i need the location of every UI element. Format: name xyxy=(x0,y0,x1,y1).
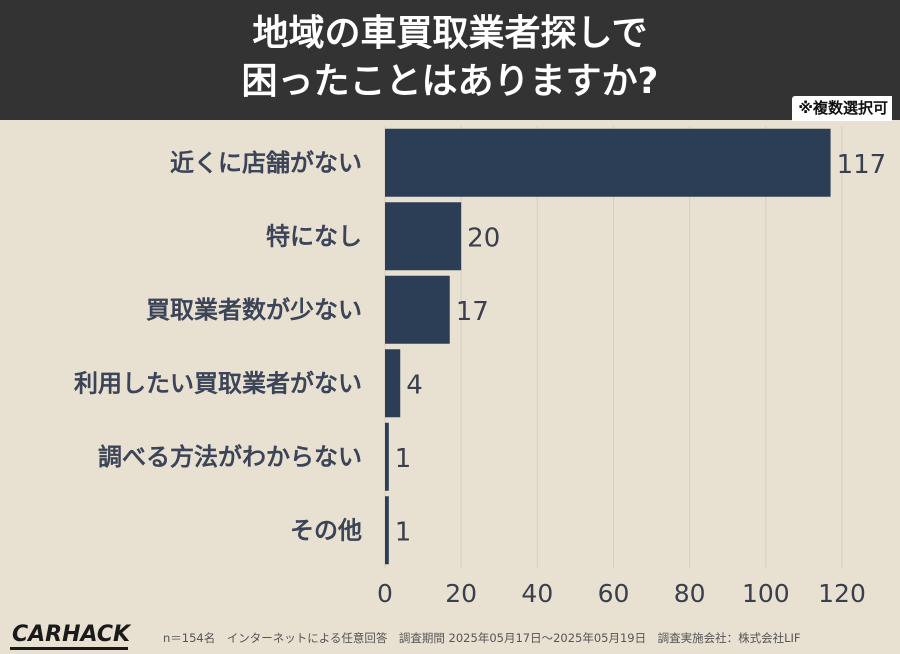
bar xyxy=(385,202,462,271)
x-tick-label: 60 xyxy=(598,579,630,608)
bar xyxy=(385,349,401,418)
bar xyxy=(385,275,450,344)
footer: CARHACK n＝154名 インターネットによる任意回答 調査期間 2025年… xyxy=(0,614,900,654)
header-band: 地域の車買取業者探しで 困ったことはありますか? ※複数選択可 xyxy=(0,0,900,121)
category-label: 利用したい買取業者がない xyxy=(74,369,362,397)
multiple-choice-note: ※複数選択可 xyxy=(792,96,892,121)
bar xyxy=(385,422,389,491)
logo-underline xyxy=(10,647,128,650)
bar-chart: 近くに店舗がない 117 特になし 20 買取業者数が少ない 17 利用したい買取業者がない… xyxy=(74,126,887,608)
x-tick-label: 120 xyxy=(818,579,866,608)
value-label: 20 xyxy=(467,223,500,253)
category-label: その他 xyxy=(290,516,362,544)
survey-footnote: n＝154名 インターネットによる任意回答 調査期間 2025年05月17日～2… xyxy=(163,631,801,645)
value-label: 1 xyxy=(395,444,412,474)
x-tick-label: 80 xyxy=(674,579,706,608)
x-tick-label: 100 xyxy=(742,579,790,608)
value-label: 117 xyxy=(837,150,887,180)
value-label: 17 xyxy=(456,297,489,327)
x-tick-label: 40 xyxy=(521,579,553,608)
chart-title: 地域の車買取業者探しで 困ったことはありますか? xyxy=(241,13,659,102)
carhack-logo: CARHACK xyxy=(12,622,131,647)
x-tick-label: 20 xyxy=(445,579,477,608)
bar xyxy=(385,128,831,197)
category-label: 近くに店舗がない xyxy=(170,149,362,177)
category-label: 買取業者数が少ない xyxy=(146,296,362,324)
bar xyxy=(385,496,389,565)
category-label: 調べる方法がわからない xyxy=(98,443,362,471)
value-label: 1 xyxy=(395,517,412,547)
x-tick-label: 0 xyxy=(377,579,393,608)
category-label: 特になし xyxy=(266,222,362,250)
value-label: 4 xyxy=(406,370,423,400)
